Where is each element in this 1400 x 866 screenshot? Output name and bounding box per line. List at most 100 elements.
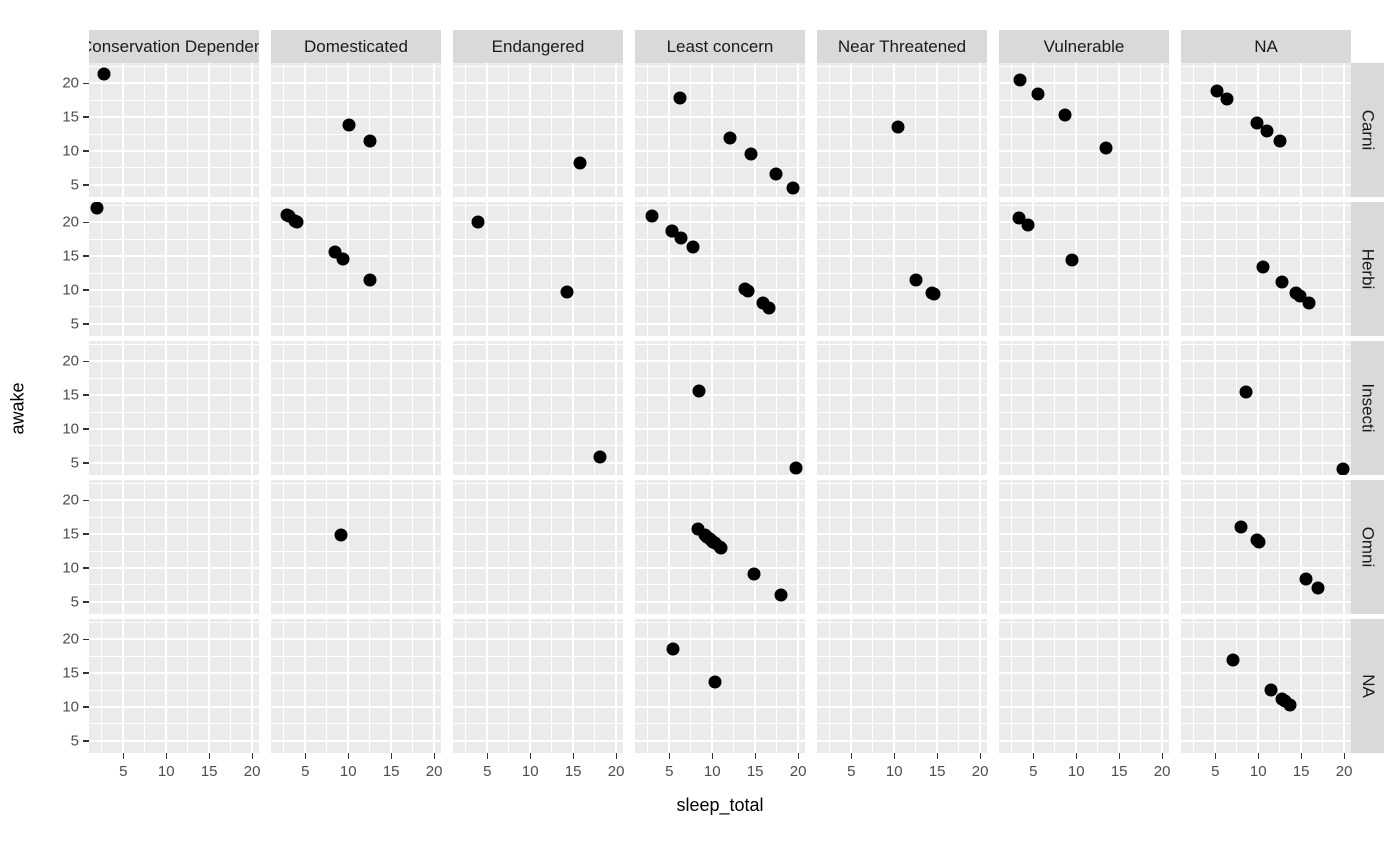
gridline: [508, 480, 510, 614]
gridline: [817, 221, 987, 224]
gridline: [635, 360, 805, 363]
y-tick-label: 5: [70, 593, 79, 611]
gridline: [89, 600, 259, 603]
gridline: [1322, 63, 1324, 197]
gridline: [979, 480, 982, 614]
tick-mark: [83, 394, 89, 396]
gridline: [594, 619, 596, 753]
gridline: [1181, 288, 1351, 291]
gridline: [817, 149, 987, 152]
gridline: [1118, 619, 1121, 753]
facet-row-strip-omni: Omni: [1351, 480, 1384, 614]
gridline: [999, 288, 1169, 291]
gridline: [208, 480, 211, 614]
x-tick-label: 15: [1292, 763, 1310, 780]
gridline: [1181, 621, 1351, 623]
gridline: [1279, 341, 1281, 475]
gridline: [271, 343, 441, 345]
gridline: [635, 288, 805, 291]
gridline: [817, 533, 987, 536]
gridline: [187, 341, 189, 475]
gridline: [453, 427, 623, 430]
gridline: [271, 167, 441, 169]
gridline: [89, 499, 259, 502]
gridline: [1322, 341, 1324, 475]
gridline: [999, 533, 1169, 536]
gridline: [89, 183, 259, 186]
x-tick-label: 10: [1067, 763, 1085, 780]
gridline: [635, 427, 805, 430]
gridline: [1343, 619, 1346, 753]
gridline: [551, 202, 553, 336]
gridline: [999, 99, 1169, 101]
gridline: [635, 116, 805, 119]
gridline: [453, 306, 623, 308]
gridline: [999, 516, 1169, 518]
gridline: [1181, 672, 1351, 675]
facet-panel-na-least-concern: [635, 619, 805, 753]
gridline: [369, 619, 371, 753]
facet-panel-na-conservation-dependent: [89, 619, 259, 753]
data-point: [1275, 275, 1289, 289]
gridline: [635, 322, 805, 325]
y-tick-label: 20: [62, 630, 79, 648]
x-tick-label: 20: [789, 763, 807, 780]
gridline: [999, 600, 1169, 603]
tick-mark: [83, 601, 89, 603]
gridline: [817, 238, 987, 240]
facet-panel-omni-endangered: [453, 480, 623, 614]
tick-mark: [1032, 753, 1035, 759]
gridline: [271, 306, 441, 308]
gridline: [1054, 202, 1056, 336]
gridline: [615, 480, 618, 614]
x-tick-label: 5: [847, 763, 856, 780]
x-tick-label: 5: [665, 763, 674, 780]
gridline: [635, 655, 805, 657]
gridline: [433, 63, 436, 197]
gridline: [999, 621, 1169, 623]
gridline: [1257, 63, 1260, 197]
gridline: [486, 480, 489, 614]
gridline: [89, 65, 259, 67]
gridline: [89, 705, 259, 708]
gridline: [89, 550, 259, 552]
gridline: [1097, 619, 1099, 753]
gridline: [529, 480, 532, 614]
data-point: [708, 675, 722, 689]
y-tick-label: 15: [62, 108, 79, 126]
gridline: [390, 619, 393, 753]
y-tick-label: 10: [62, 698, 79, 716]
gridline: [893, 480, 896, 614]
gridline: [89, 533, 259, 536]
gridline: [668, 202, 671, 336]
y-tick-label: 10: [62, 281, 79, 299]
gridline: [829, 202, 831, 336]
gridline: [817, 360, 987, 363]
gridline: [89, 133, 259, 135]
gridline: [999, 705, 1169, 708]
gridline: [817, 204, 987, 206]
tick-mark: [572, 753, 575, 759]
gridline: [89, 566, 259, 569]
gridline: [283, 202, 285, 336]
gridline: [635, 394, 805, 397]
gridline: [390, 480, 393, 614]
tick-mark: [83, 533, 89, 535]
gridline: [453, 672, 623, 675]
gridline: [453, 65, 623, 67]
data-point: [471, 215, 485, 229]
data-point: [1031, 87, 1045, 101]
tick-mark: [1214, 753, 1217, 759]
gridline: [326, 341, 328, 475]
gridline: [453, 204, 623, 206]
gridline: [1181, 99, 1351, 101]
tick-mark: [208, 753, 211, 759]
gridline: [89, 411, 259, 413]
gridline: [271, 621, 441, 623]
data-point: [90, 202, 104, 215]
gridline: [635, 566, 805, 569]
gridline: [1011, 202, 1013, 336]
gridline: [271, 238, 441, 240]
data-point: [1311, 581, 1325, 595]
gridline: [635, 739, 805, 742]
